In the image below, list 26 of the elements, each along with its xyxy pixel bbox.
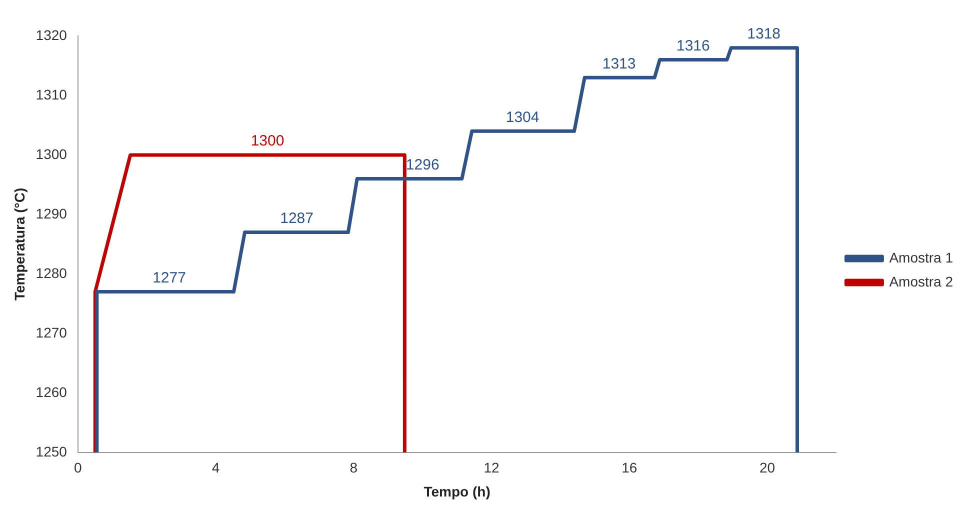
x-tick-label: 0 bbox=[74, 460, 82, 476]
annotation: 1296 bbox=[406, 156, 440, 174]
x-tick-label: 20 bbox=[759, 460, 776, 476]
annotation: 1287 bbox=[280, 210, 314, 227]
x-axis-title: Tempo (h) bbox=[424, 483, 490, 500]
annotation: 1318 bbox=[747, 26, 781, 43]
annotation: 1300 bbox=[250, 132, 284, 150]
annotation: 1277 bbox=[152, 269, 186, 286]
y-tick-label: 1310 bbox=[36, 86, 68, 102]
y-axis-title: Temperatura (°C) bbox=[11, 188, 28, 301]
y-tick-label: 1250 bbox=[36, 443, 68, 460]
y-tick-label: 1320 bbox=[36, 26, 68, 43]
y-tick-label: 1300 bbox=[36, 146, 68, 162]
legend-label: Amostra 2 bbox=[889, 273, 954, 290]
x-tick-label: 8 bbox=[350, 460, 358, 476]
y-tick-label: 1260 bbox=[36, 384, 68, 400]
y-tick-label: 1280 bbox=[36, 264, 68, 281]
y-tick-label: 1290 bbox=[36, 205, 68, 222]
annotation: 1313 bbox=[602, 55, 636, 72]
x-tick-label: 12 bbox=[484, 460, 500, 476]
y-tick-label: 1270 bbox=[36, 324, 68, 340]
legend-label: Amostra 1 bbox=[889, 249, 954, 266]
x-tick-label: 4 bbox=[212, 460, 220, 476]
annotation: 1316 bbox=[676, 37, 710, 54]
annotation: 1304 bbox=[506, 108, 540, 126]
x-tick-label: 16 bbox=[622, 460, 638, 476]
